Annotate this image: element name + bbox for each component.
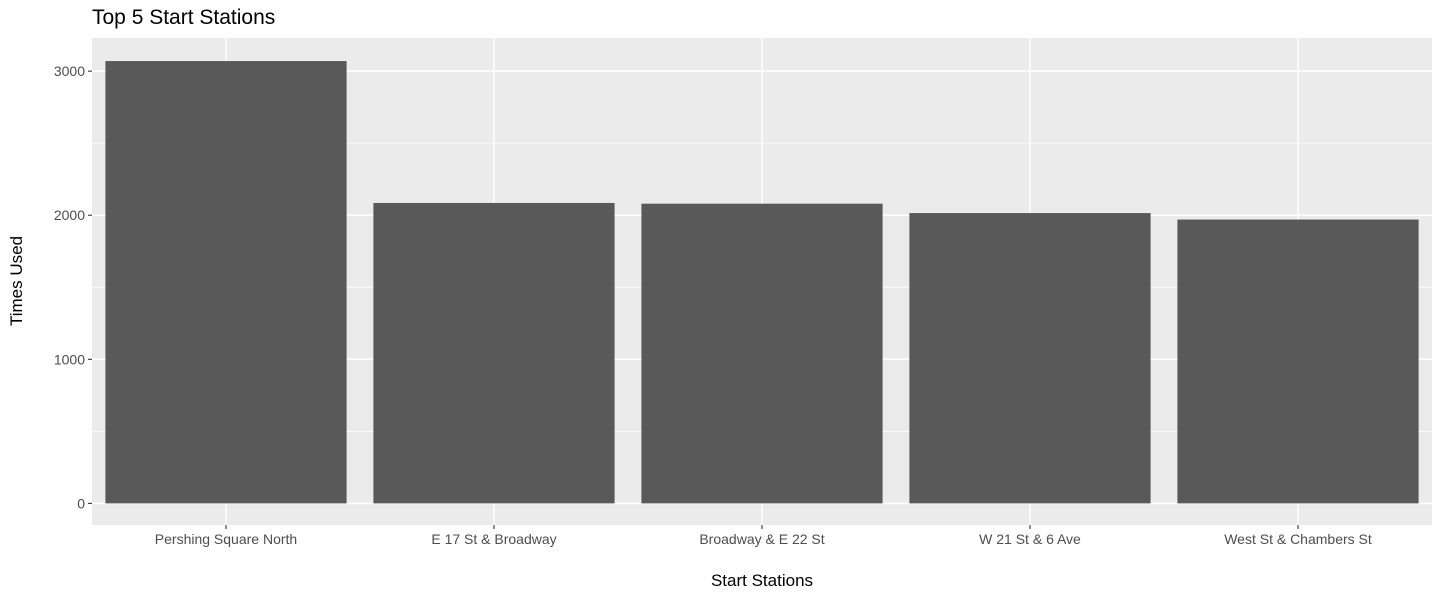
x-tick-label: West St & Chambers St	[1224, 531, 1372, 547]
y-tick-label: 0	[77, 495, 85, 511]
x-tick-label: W 21 St & 6 Ave	[979, 531, 1081, 547]
x-tick-label: Broadway & E 22 St	[699, 531, 824, 547]
y-tick-label: 1000	[54, 351, 85, 367]
x-tick-label: Pershing Square North	[155, 531, 297, 547]
bars	[105, 61, 1419, 504]
x-axis-title: Start Stations	[711, 571, 813, 590]
chart-title: Top 5 Start Stations	[92, 6, 275, 29]
y-axis: 0 1000 2000 3000	[54, 63, 92, 511]
y-axis-title: Times Used	[7, 236, 26, 326]
bar	[909, 213, 1151, 504]
bar	[105, 61, 347, 504]
bar	[1177, 219, 1419, 504]
bar	[373, 202, 615, 504]
bar	[641, 203, 883, 504]
y-tick-label: 3000	[54, 63, 85, 79]
y-tick-label: 2000	[54, 207, 85, 223]
x-axis: Pershing Square North E 17 St & Broadway B…	[155, 525, 1372, 547]
x-tick-label: E 17 St & Broadway	[431, 531, 556, 547]
